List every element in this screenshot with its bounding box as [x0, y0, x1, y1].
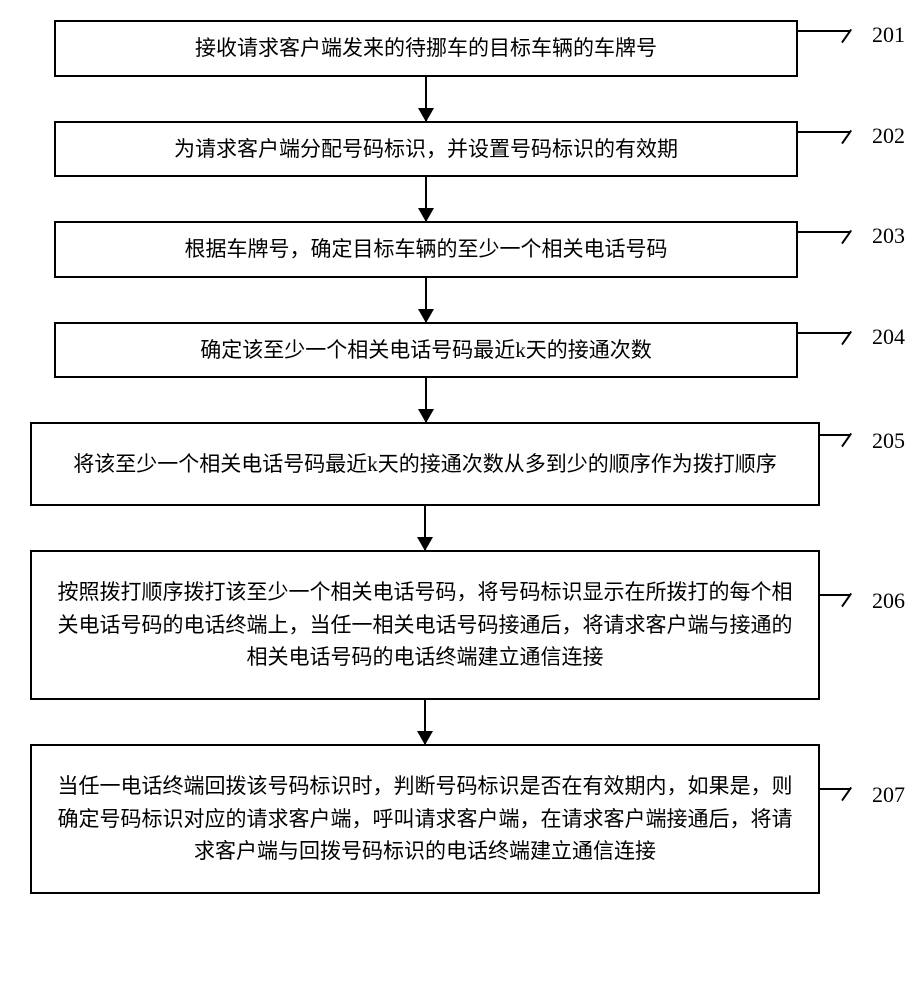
flow-step-203: 根据车牌号，确定目标车辆的至少一个相关电话号码203: [20, 221, 900, 278]
leader-line: [798, 231, 850, 233]
leader-line: [820, 788, 850, 790]
flow-step-201: 接收请求客户端发来的待挪车的目标车辆的车牌号201: [20, 20, 900, 77]
arrow-down-icon: [425, 77, 427, 121]
step-box: 当任一电话终端回拨该号码标识时，判断号码标识是否在有效期内，如果是，则确定号码标…: [30, 744, 820, 894]
arrow-down-icon: [424, 700, 426, 744]
step-label: 205: [872, 428, 905, 454]
arrow-down-icon: [425, 378, 427, 422]
leader-line: [798, 131, 850, 133]
flow-step-207: 当任一电话终端回拨该号码标识时，判断号码标识是否在有效期内，如果是，则确定号码标…: [20, 744, 900, 894]
leader-line: [820, 434, 850, 436]
step-label: 207: [872, 782, 905, 808]
flow-step-205: 将该至少一个相关电话号码最近k天的接通次数从多到少的顺序作为拨打顺序205: [20, 422, 900, 506]
step-box: 按照拨打顺序拨打该至少一个相关电话号码，将号码标识显示在所拨打的每个相关电话号码…: [30, 550, 820, 700]
step-box: 将该至少一个相关电话号码最近k天的接通次数从多到少的顺序作为拨打顺序: [30, 422, 820, 506]
step-box: 为请求客户端分配号码标识，并设置号码标识的有效期: [54, 121, 798, 178]
flow-step-202: 为请求客户端分配号码标识，并设置号码标识的有效期202: [20, 121, 900, 178]
step-label: 202: [872, 123, 905, 149]
arrow-down-icon: [425, 278, 427, 322]
step-label: 201: [872, 22, 905, 48]
arrow-down-icon: [425, 177, 427, 221]
arrow-down-icon: [424, 506, 426, 550]
step-label: 206: [872, 588, 905, 614]
leader-line: [798, 30, 850, 32]
leader-line: [798, 332, 850, 334]
step-label: 204: [872, 324, 905, 350]
step-label: 203: [872, 223, 905, 249]
step-box: 根据车牌号，确定目标车辆的至少一个相关电话号码: [54, 221, 798, 278]
leader-line: [820, 594, 850, 596]
flow-step-204: 确定该至少一个相关电话号码最近k天的接通次数204: [20, 322, 900, 379]
step-box: 确定该至少一个相关电话号码最近k天的接通次数: [54, 322, 798, 379]
step-box: 接收请求客户端发来的待挪车的目标车辆的车牌号: [54, 20, 798, 77]
flow-step-206: 按照拨打顺序拨打该至少一个相关电话号码，将号码标识显示在所拨打的每个相关电话号码…: [20, 550, 900, 700]
flowchart-container: 接收请求客户端发来的待挪车的目标车辆的车牌号201 为请求客户端分配号码标识，并设…: [20, 20, 900, 894]
